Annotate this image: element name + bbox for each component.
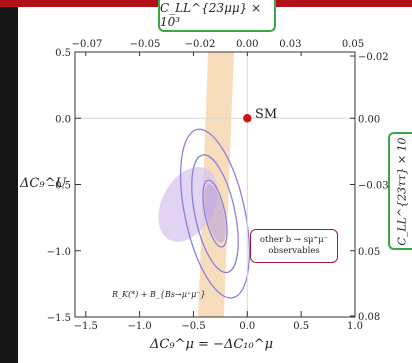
right-tick-label: 0.08 <box>358 312 380 323</box>
left-tick-label: 0.5 <box>55 48 71 59</box>
top-tick-label: 0.05 <box>342 39 364 50</box>
sm-label: SM <box>255 107 278 122</box>
other-observables-legend: other b → sμ⁺μ⁻ observables <box>250 229 338 263</box>
bottom-tick-label: −1.0 <box>127 321 151 332</box>
fit-contour-1 <box>202 179 228 248</box>
left-tick-label: −1.0 <box>47 247 71 258</box>
fit-core <box>204 184 226 244</box>
slide-left-edge <box>0 7 18 363</box>
bottom-tick-label: 0.0 <box>239 321 255 332</box>
sm-point <box>243 114 252 123</box>
top-tick-label: 0.03 <box>279 39 301 50</box>
legend-text: other b → sμ⁺μ⁻ observables <box>259 235 329 256</box>
bottom-tick-label: −1.5 <box>74 321 98 332</box>
right-tick-label: 0.05 <box>358 247 380 258</box>
left-tick-label: 0.0 <box>55 114 71 125</box>
right-tick-label: −0.02 <box>358 52 389 63</box>
top-tick-label: −0.02 <box>185 39 216 50</box>
fit-contour-3 <box>179 128 251 299</box>
x-axis-label: ΔC₉^μ = −ΔC₁₀^μ <box>150 337 274 352</box>
other-observables-region <box>158 167 218 242</box>
top-axis-label-box: C_LL^{23μμ} × 10³ <box>158 0 276 32</box>
top-axis-label: C_LL^{23μμ} × 10³ <box>160 1 262 29</box>
left-tick-label: −1.5 <box>47 313 71 324</box>
right-axis-label-box: C_LL^{23ττ} × 10 <box>388 132 412 250</box>
rk-label: R_K(*) + B_{Bs→μ⁺μ⁻} <box>112 290 206 299</box>
bottom-tick-label: −0.5 <box>181 321 205 332</box>
right-axis-label: C_LL^{23ττ} × 10 <box>395 136 409 246</box>
right-tick-label: 0.00 <box>358 114 380 125</box>
bottom-tick-label: 0.5 <box>293 321 309 332</box>
top-tick-label: 0.00 <box>236 39 258 50</box>
top-tick-label: −0.07 <box>72 39 103 50</box>
fit-contour-2 <box>191 154 239 274</box>
left-tick-label: −0.5 <box>47 181 71 192</box>
bottom-tick-label: 1.0 <box>347 321 363 332</box>
right-tick-label: −0.03 <box>358 181 389 192</box>
top-tick-label: −0.05 <box>130 39 161 50</box>
y-axis-label: ΔC₉^U <box>20 176 67 191</box>
